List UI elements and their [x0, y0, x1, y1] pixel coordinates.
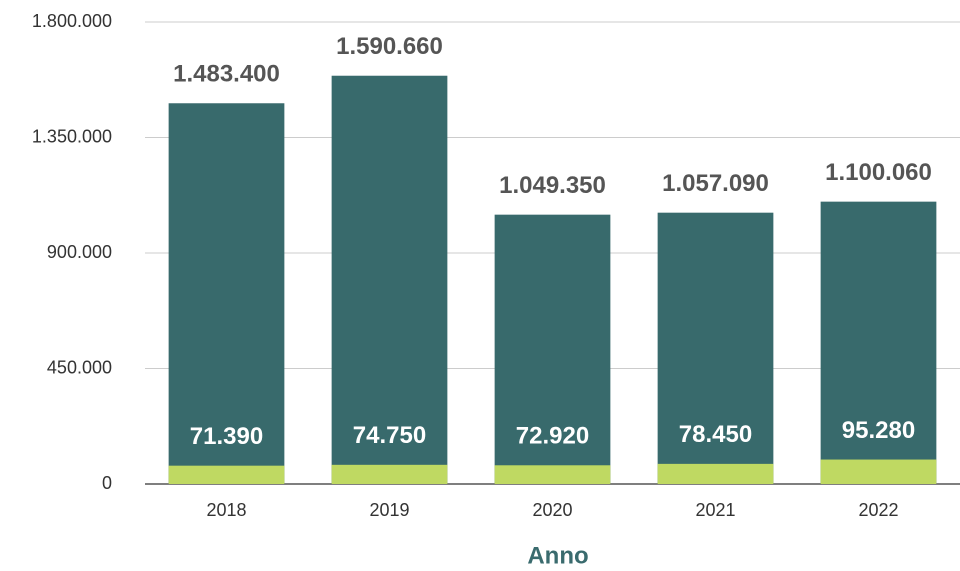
data-label: 1.057.090: [662, 170, 769, 197]
bar: [494, 214, 611, 484]
bar: [820, 201, 937, 485]
data-label: 72.920: [516, 423, 589, 450]
x-tick-label: 2019: [369, 500, 409, 520]
bar: [331, 75, 448, 485]
bar: [820, 459, 937, 484]
y-tick-label: 900.000: [47, 242, 112, 262]
data-label: 95.280: [842, 417, 915, 444]
bar: [168, 465, 285, 484]
bar: [331, 464, 448, 484]
data-label: 1.100.060: [825, 159, 932, 186]
x-tick-label: 2018: [206, 500, 246, 520]
data-label: 1.483.400: [173, 61, 280, 88]
x-axis-label: Anno: [527, 542, 588, 569]
x-tick-label: 2022: [858, 500, 898, 520]
bar: [494, 465, 611, 484]
bar: [657, 463, 774, 484]
bar: [657, 212, 774, 484]
bar: [168, 103, 285, 484]
x-tick-label: 2020: [532, 500, 572, 520]
y-tick-label: 450.000: [47, 357, 112, 377]
y-tick-label: 1.350.000: [32, 126, 112, 146]
data-label: 1.049.350: [499, 172, 606, 199]
y-tick-label: 1.800.000: [32, 11, 112, 31]
data-label: 1.590.660: [336, 33, 443, 60]
y-tick-label: 0: [102, 473, 112, 493]
data-label: 74.750: [353, 422, 426, 449]
data-label: 71.390: [190, 423, 263, 450]
x-tick-label: 2021: [695, 500, 735, 520]
data-label: 78.450: [679, 421, 752, 448]
